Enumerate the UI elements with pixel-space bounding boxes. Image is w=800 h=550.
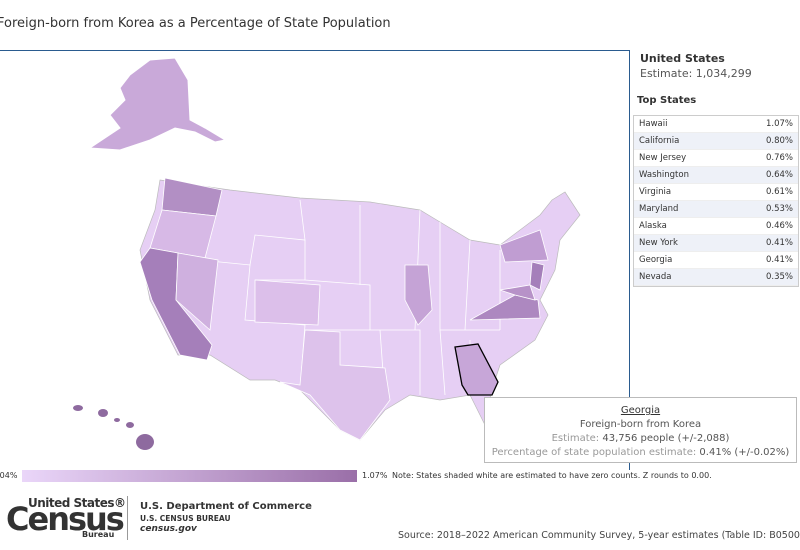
table-row: Nevada 0.35% xyxy=(634,269,798,286)
bureau: U.S. CENSUS BUREAU xyxy=(140,514,231,523)
legend-max: 1.07% xyxy=(362,471,388,480)
state-value: 0.64% xyxy=(765,170,793,180)
table-row: New York 0.41% xyxy=(634,235,798,252)
tooltip-state: Georgia xyxy=(620,405,661,416)
state-value: 0.46% xyxy=(765,221,793,231)
table-row: Washington 0.64% xyxy=(634,167,798,184)
separator xyxy=(127,496,128,540)
tooltip: Georgia Foreign-born from Korea Estimate… xyxy=(484,397,797,463)
state-name: New York xyxy=(639,238,678,248)
virginia xyxy=(469,294,541,321)
state-name: California xyxy=(639,136,680,146)
georgia xyxy=(454,343,499,396)
state-value: 0.53% xyxy=(765,204,793,214)
state-value: 0.41% xyxy=(765,238,793,248)
table-row: Hawaii 1.07% xyxy=(634,116,798,133)
table-row: Georgia 0.41% xyxy=(634,252,798,269)
logo-text: United States® xyxy=(28,496,126,510)
table-row: New Jersey 0.76% xyxy=(634,150,798,167)
state-name: Nevada xyxy=(639,272,672,282)
state-name: Alaska xyxy=(639,221,667,231)
state-name: Georgia xyxy=(639,255,673,265)
state-value: 0.35% xyxy=(765,272,793,282)
nevada xyxy=(175,252,219,331)
logo-text: Census xyxy=(6,500,125,538)
map-frame xyxy=(0,50,630,470)
state-value: 0.41% xyxy=(765,255,793,265)
state-value: 0.76% xyxy=(765,153,793,163)
state-value: 1.07% xyxy=(765,119,793,129)
website: census.gov xyxy=(140,524,197,534)
state-name: Virginia xyxy=(639,187,672,197)
logo-text: Bureau xyxy=(82,530,115,539)
state-name: Hawaii xyxy=(639,119,668,129)
state-name: New Jersey xyxy=(639,153,687,163)
tooltip-value: 0.41% (+/-0.02%) xyxy=(699,447,790,458)
title: Foreign-born from Korea as a Percentage … xyxy=(0,16,391,31)
table-row: Virginia 0.61% xyxy=(634,184,798,201)
illinois xyxy=(404,264,433,326)
maryland xyxy=(499,284,536,301)
top-states-table: Hawaii 1.07% California 0.80% New Jersey 0.76… xyxy=(633,115,799,287)
new-jersey xyxy=(529,261,545,291)
colorado xyxy=(254,279,321,326)
summary-name: United States xyxy=(640,52,725,65)
state-value: 0.61% xyxy=(765,187,793,197)
tooltip-label: Percentage of state population estimate: xyxy=(491,447,697,458)
table-row: California 0.80% xyxy=(634,133,798,150)
state-name: Washington xyxy=(639,170,689,180)
top-states-heading: Top States xyxy=(637,95,697,106)
legend-gradient xyxy=(22,470,357,482)
legend-min: 0.04% xyxy=(0,471,18,480)
hawaii xyxy=(73,405,154,450)
summary-estimate: Estimate: 1,034,299 xyxy=(640,67,752,80)
table-row: Alaska 0.46% xyxy=(634,218,798,235)
legend-note: Note: States shaded white are estimated … xyxy=(392,471,712,480)
department: U.S. Department of Commerce xyxy=(140,501,312,512)
tooltip-label: Estimate: xyxy=(551,433,600,444)
new-york xyxy=(499,229,549,263)
state-name: Maryland xyxy=(639,204,679,214)
table-row: Maryland 0.53% xyxy=(634,201,798,218)
map xyxy=(73,57,581,450)
texas xyxy=(279,329,391,441)
alaska xyxy=(88,57,227,151)
source: Source: 2018–2022 American Community Sur… xyxy=(398,530,800,541)
tooltip-value: 43,756 people (+/-2,088) xyxy=(602,433,730,444)
state-value: 0.80% xyxy=(765,136,793,146)
tooltip-subject: Foreign-born from Korea xyxy=(579,419,702,430)
